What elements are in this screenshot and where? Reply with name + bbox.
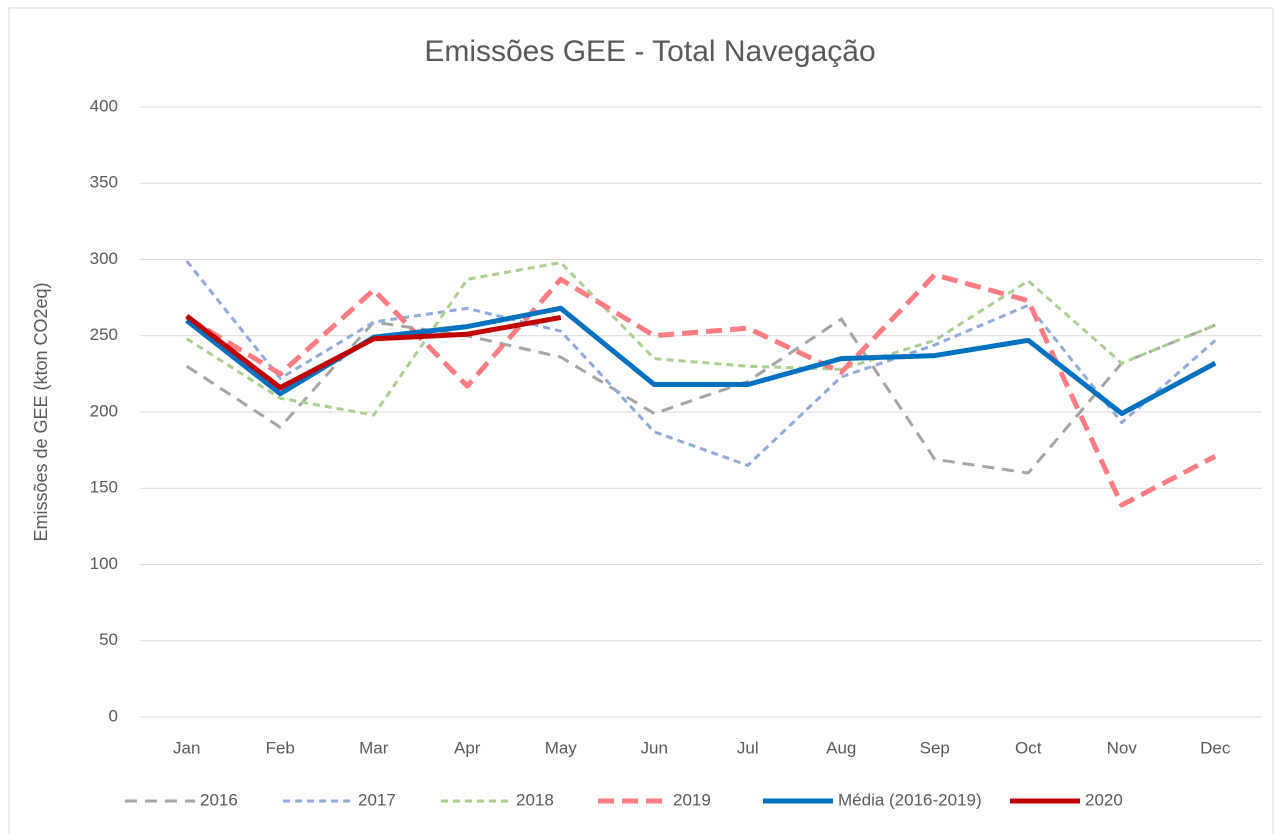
x-tick-label: Apr [454,738,481,757]
series-line [185,260,1217,467]
x-tick-label: Mar [359,738,389,757]
x-tick-label: Jun [641,738,668,757]
y-tick-label: 100 [90,554,118,573]
y-tick-label: 400 [90,96,118,115]
y-tick-label: 250 [90,325,118,344]
x-tick-label: Dec [1200,738,1231,757]
y-tick-label: 150 [90,478,118,497]
y-tick-label: 300 [90,249,118,268]
x-tick-label: May [545,738,578,757]
legend-label: 2016 [200,790,238,809]
series-line [185,317,1216,475]
x-tick-label: Sep [920,738,950,757]
series-line [185,313,562,391]
y-axis-title: Emissões de GEE (kton CO2eq) [31,282,51,541]
x-tick-label: Aug [826,738,856,757]
x-tick-label: Oct [1015,738,1042,757]
legend-label: Média (2016-2019) [838,790,982,809]
chart-border [8,7,1274,834]
x-tick-label: Jul [737,738,759,757]
y-tick-label: 0 [109,706,118,725]
y-tick-label: 350 [90,173,118,192]
y-tick-label: 50 [99,630,118,649]
legend-label: 2020 [1085,790,1123,809]
chart-title: Emissões GEE - Total Navegação [424,35,875,68]
x-tick-label: Feb [266,738,295,757]
y-tick-label: 200 [90,401,118,420]
x-tick-label: Jan [173,738,200,757]
legend-label: 2018 [516,790,554,809]
series-line [185,272,1217,508]
x-tick-label: Nov [1107,738,1138,757]
legend-label: 2017 [358,790,396,809]
legend-label: 2019 [673,790,711,809]
